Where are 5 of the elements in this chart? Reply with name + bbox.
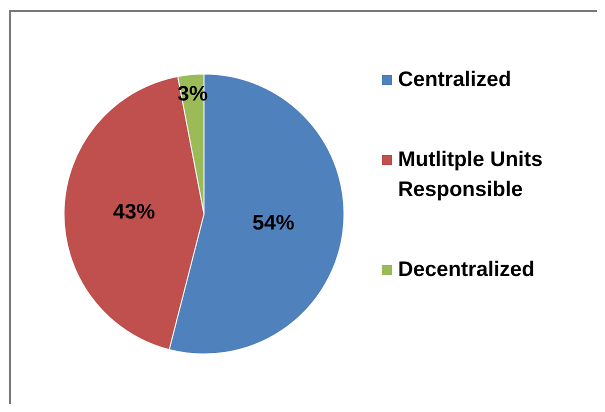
data-label: 43% xyxy=(113,200,156,224)
legend-label: Decentralized xyxy=(398,257,535,283)
legend-label: Mutlitple Units Responsible xyxy=(398,147,544,203)
legend-label: Centralized xyxy=(398,67,512,93)
data-label: 54% xyxy=(252,211,295,234)
